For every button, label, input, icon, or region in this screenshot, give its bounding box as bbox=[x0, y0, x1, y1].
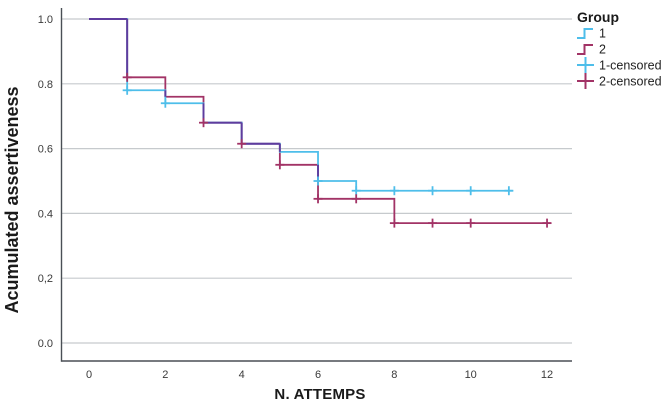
legend-item-label-4: 2-censored bbox=[599, 75, 662, 89]
series-2-line bbox=[89, 18, 551, 225]
x-tick-label: 4 bbox=[239, 369, 245, 381]
plot-area: 1.00.80.60.40,20.00 2 4 6 8 10 12121-censored2… bbox=[38, 8, 662, 381]
legend-swatch-step-2 bbox=[577, 44, 593, 55]
x-tick-label: 10 bbox=[465, 369, 477, 381]
legend-item-label-3: 1-censored bbox=[599, 59, 662, 73]
legend-item-label-1: 1 bbox=[599, 27, 606, 41]
x-tick-label: 6 bbox=[315, 369, 321, 381]
y-tick-label: 0.0 bbox=[38, 338, 53, 350]
y-tick-label: 0.8 bbox=[38, 79, 53, 91]
y-tick-label: 0,2 bbox=[38, 273, 53, 285]
legend-item-label-2: 2 bbox=[599, 43, 606, 57]
y-axis-title: Acumulated assertiveness bbox=[2, 86, 22, 313]
y-tick-label: 1.0 bbox=[38, 14, 53, 26]
legend-swatch-step-1 bbox=[577, 28, 593, 39]
y-tick-label: 0.4 bbox=[38, 208, 53, 220]
x-tick-label: 8 bbox=[391, 369, 397, 381]
x-tick-label: 12 bbox=[541, 369, 553, 381]
x-tick-label: 2 bbox=[162, 369, 168, 381]
x-tick-label: 0 bbox=[86, 369, 92, 381]
y-tick-label: 0.6 bbox=[38, 144, 53, 156]
legend-title: Group bbox=[577, 9, 619, 25]
x-axis-title: N. ATTEMPS bbox=[274, 386, 365, 403]
